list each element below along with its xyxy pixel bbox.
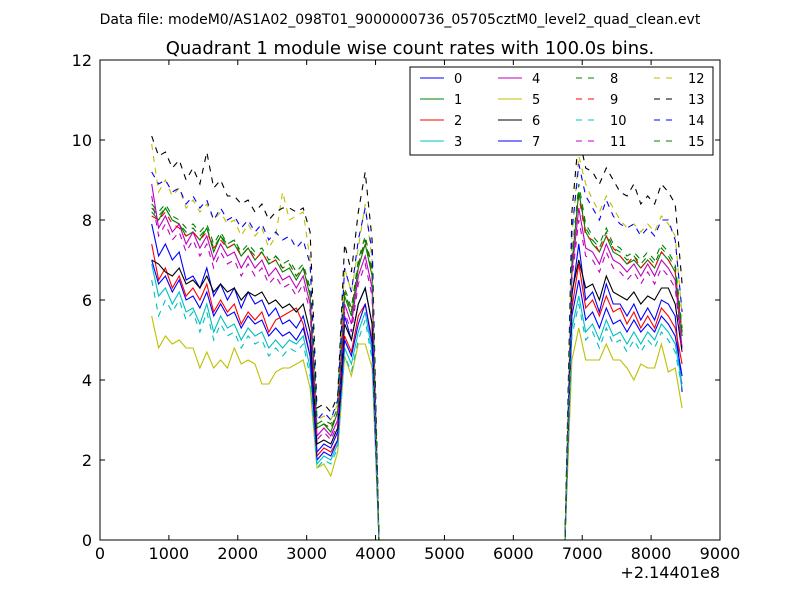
legend-label-2: 2 (454, 114, 462, 129)
x-tick-label: 6000 (493, 544, 534, 563)
legend-box (409, 66, 714, 156)
x-tick-label: 7000 (562, 544, 603, 563)
series-line-10 (151, 279, 683, 540)
y-tick-label: 12 (72, 51, 92, 70)
x-tick-label: 1000 (149, 544, 190, 563)
series-line-9 (151, 195, 683, 540)
legend-label-7: 7 (532, 135, 540, 150)
series-line-13 (151, 135, 683, 540)
series-line-14 (151, 163, 683, 540)
x-tick-label: 4000 (355, 544, 396, 563)
series-line-5 (151, 315, 683, 540)
x-tick-label: 5000 (424, 544, 465, 563)
series-line-2 (151, 243, 683, 540)
datafile-label: Data file: modeM0/AS1A02_098T01_90000007… (100, 12, 701, 28)
x-tick-label: 9000 (700, 544, 741, 563)
legend-label-13: 13 (688, 93, 705, 108)
axes: 0 1000 2000 3000 4000 5000 6000 7000 8000 9000 0 2 4… (72, 51, 741, 563)
x-offset-label: +2.14401e8 (620, 563, 720, 582)
series-line-7 (151, 259, 683, 540)
x-tick-label: 2000 (217, 544, 258, 563)
y-tick-label: 10 (72, 131, 92, 150)
legend-label-15: 15 (688, 135, 705, 150)
x-tick-label: 0 (95, 544, 105, 563)
y-tick-label: 6 (82, 291, 92, 310)
legend-label-8: 8 (610, 72, 618, 87)
legend-label-3: 3 (454, 135, 462, 150)
series-line-15 (151, 191, 683, 540)
y-tick-label: 2 (82, 451, 92, 470)
y-tick-label: 4 (82, 371, 92, 390)
legend-label-6: 6 (532, 114, 540, 129)
y-tick-label: 0 (82, 531, 92, 550)
legend-label-11: 11 (610, 135, 627, 150)
legend-label-14: 14 (688, 114, 705, 129)
legend-label-4: 4 (532, 72, 540, 87)
legend-label-12: 12 (688, 72, 705, 87)
series-line-8 (151, 183, 683, 540)
legend-label-0: 0 (454, 72, 462, 87)
plot-area (151, 135, 683, 540)
series-line-3 (151, 263, 683, 540)
series-line-11 (151, 195, 683, 540)
legend-label-10: 10 (610, 114, 627, 129)
legend-label-1: 1 (454, 93, 462, 108)
x-tick-label: 8000 (631, 544, 672, 563)
x-tick-label: 3000 (286, 544, 327, 563)
y-tick-label: 8 (82, 211, 92, 230)
series-line-4 (151, 183, 683, 540)
legend-label-5: 5 (532, 93, 540, 108)
chart-title: Quadrant 1 module wise count rates with … (166, 38, 655, 59)
series-line-12 (151, 143, 683, 540)
legend-label-9: 9 (610, 93, 618, 108)
series-line-0 (151, 223, 683, 540)
series-line-6 (151, 259, 683, 540)
